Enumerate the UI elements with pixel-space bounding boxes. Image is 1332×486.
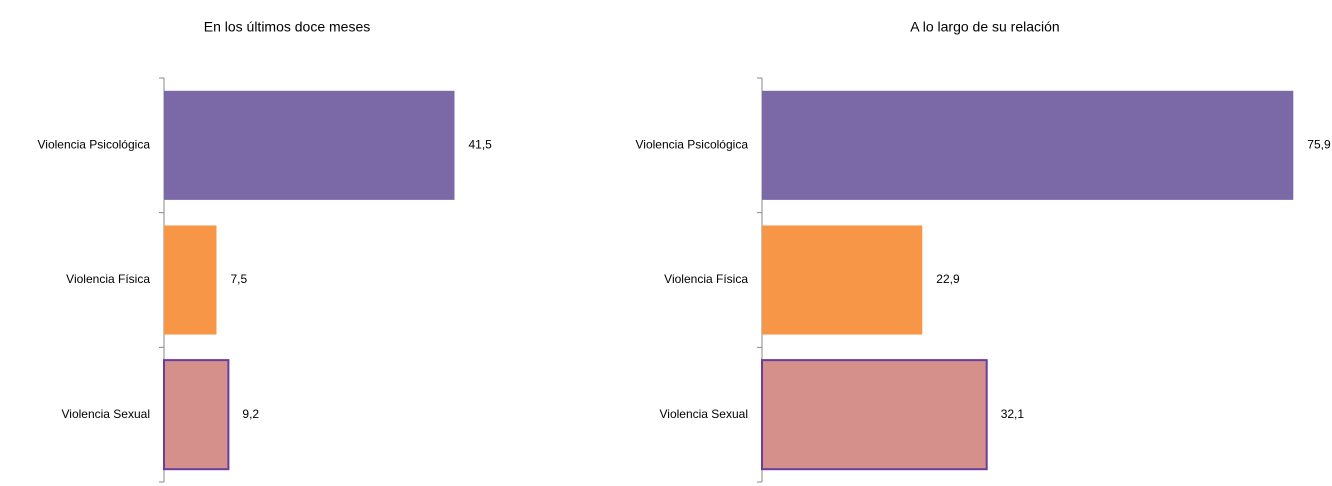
value-label: 9,2 (242, 407, 259, 421)
value-label: 41,5 (469, 138, 493, 152)
category-label: Violencia Psicológica (37, 138, 150, 152)
value-label: 32,1 (1001, 407, 1025, 421)
bar (762, 90, 1294, 200)
value-label: 22,9 (936, 272, 960, 286)
value-label: 7,5 (231, 272, 248, 286)
chart-title: En los últimos doce meses (204, 19, 371, 35)
category-label: Violencia Física (664, 272, 748, 286)
bar (164, 225, 217, 335)
bar (163, 359, 230, 471)
chart-title: A lo largo de su relación (910, 19, 1059, 35)
value-label: 75,9 (1307, 138, 1331, 152)
category-label: Violencia Sexual (659, 407, 748, 421)
bar (761, 359, 988, 471)
bar (762, 225, 923, 335)
category-label: Violencia Sexual (61, 407, 150, 421)
category-label: Violencia Física (66, 272, 150, 286)
bar (164, 90, 455, 200)
category-label: Violencia Psicológica (635, 138, 748, 152)
